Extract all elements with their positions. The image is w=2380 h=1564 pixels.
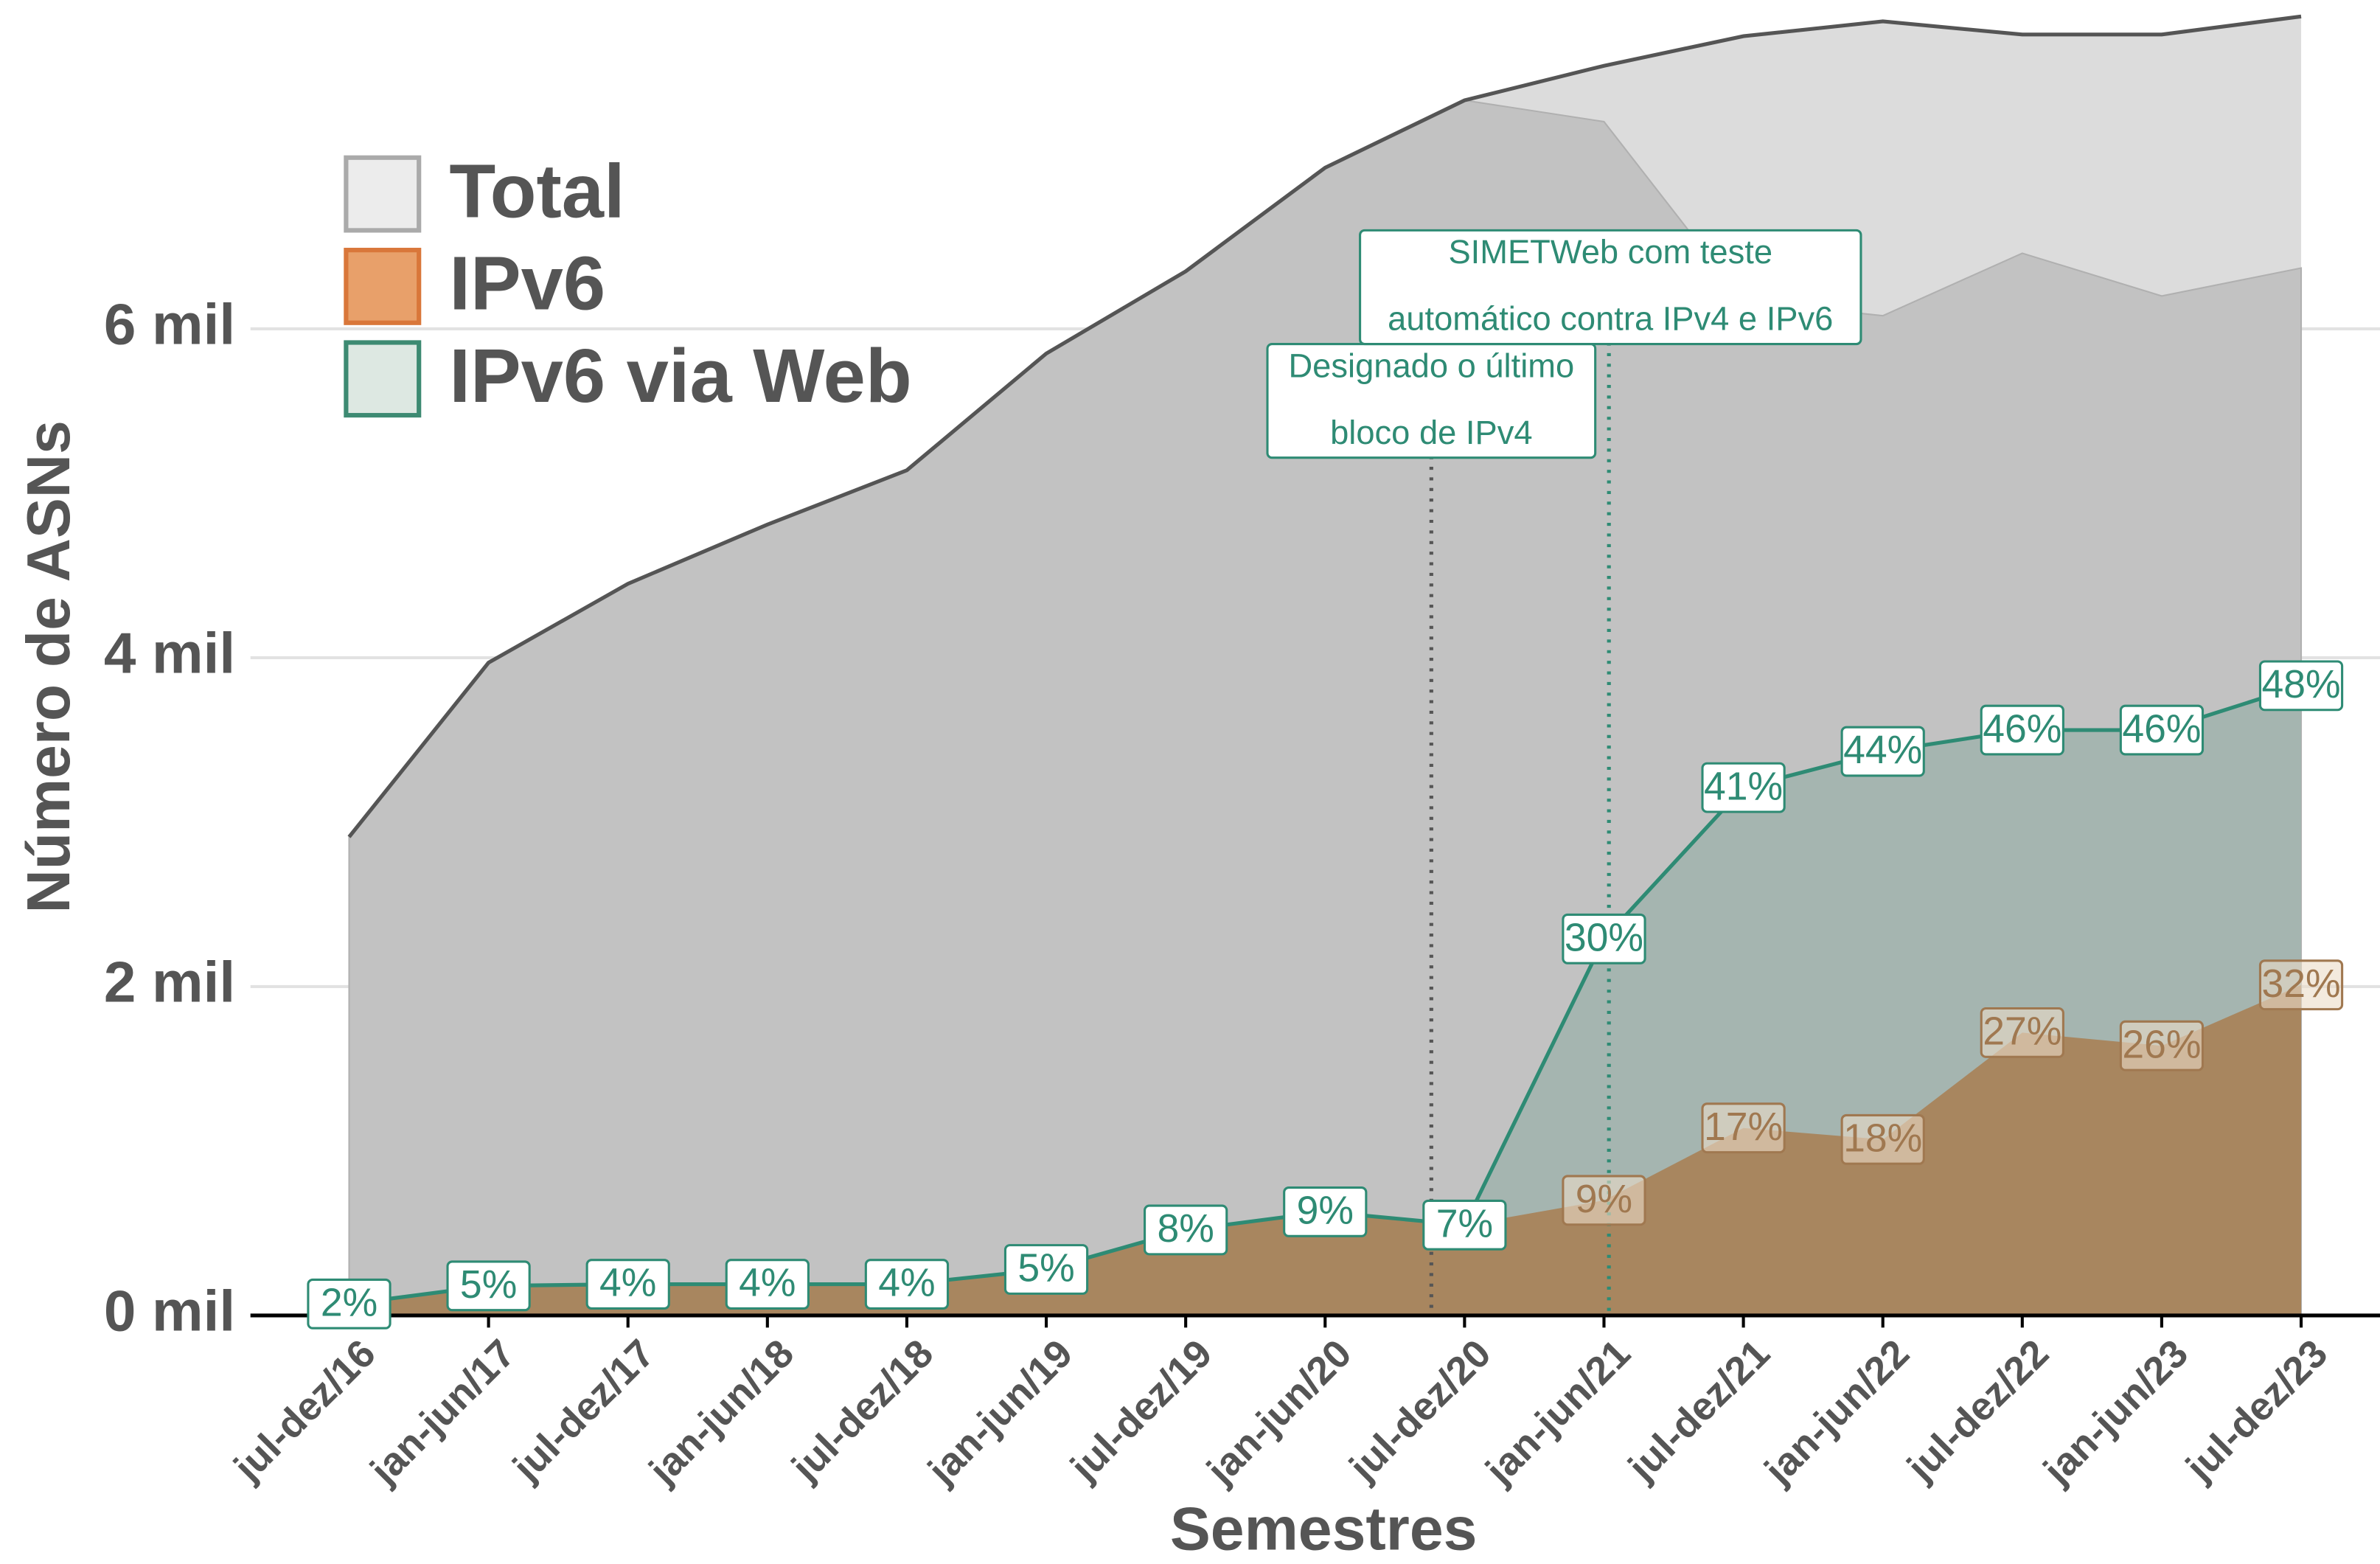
label-box [1562, 913, 1646, 965]
label-box [2258, 959, 2344, 1011]
legend-label: Total [449, 148, 624, 233]
data-label: 32% [2261, 962, 2340, 1006]
legend-swatch [344, 248, 422, 325]
data-label: 5% [460, 1263, 517, 1307]
x-tick-label: jul-dez/17 [504, 1332, 663, 1490]
label-box [585, 1259, 670, 1310]
y-tick-label: 4 mil [104, 621, 235, 686]
label-box [1144, 1204, 1228, 1256]
label-box [1422, 1199, 1507, 1251]
data-label: 4% [739, 1262, 796, 1305]
data-label: 9% [1297, 1189, 1354, 1233]
legend-label: IPv6 via Web [449, 333, 911, 418]
x-tick-label: jul-dez/23 [2177, 1332, 2336, 1490]
data-label: 2% [321, 1282, 377, 1325]
x-tick-label: jul-dez/21 [1620, 1332, 1778, 1490]
label-box [1003, 1244, 1089, 1295]
x-tick-label: jul-dez/22 [1899, 1332, 2057, 1490]
data-label: 8% [1157, 1207, 1214, 1251]
legend-label: IPv6 [449, 241, 605, 326]
data-label: 18% [1843, 1117, 1922, 1161]
x-tick-label: jul-dez/18 [783, 1332, 942, 1490]
x-tick-label: jan-jun/23 [2035, 1332, 2196, 1493]
annotation-text: bloco de IPv4 [1330, 414, 1532, 451]
legend-swatch [344, 340, 422, 418]
y-tick-label: 2 mil [104, 950, 235, 1015]
x-tick-label: jul-dez/16 [226, 1332, 384, 1490]
data-label: 41% [1704, 765, 1783, 808]
area [349, 984, 2302, 1316]
y-tick-label: 0 mil [104, 1279, 235, 1344]
annotation-text: automático contra IPv4 e IPv6 [1388, 300, 1833, 338]
data-label: 44% [1843, 729, 1922, 772]
data-label: 27% [1983, 1010, 2061, 1054]
label-box [864, 1259, 950, 1310]
x-tick-label: jan-jun/17 [362, 1332, 523, 1493]
label-box [1701, 762, 1786, 813]
line [347, 14, 2302, 838]
label-box [2258, 660, 2344, 712]
annotation-text: Designado o último [1288, 347, 1574, 384]
x-tick-label: jan-jun/21 [1478, 1332, 1639, 1493]
data-label: 5% [1017, 1247, 1074, 1290]
x-tick-label: jul-dez/19 [1062, 1332, 1221, 1490]
data-label: 46% [1983, 707, 2061, 751]
label-box [2119, 704, 2205, 756]
data-label: 17% [1704, 1105, 1783, 1149]
y-tick-label: 6 mil [104, 292, 235, 357]
annotation-text: SIMETWeb com teste [1448, 233, 1772, 271]
label-box [2119, 1020, 2205, 1071]
label-box [1980, 1007, 2064, 1058]
label-box [1701, 1102, 1786, 1154]
legend-swatch [344, 155, 422, 233]
data-label: 7% [1436, 1203, 1493, 1246]
data-label: 48% [2261, 663, 2340, 706]
label-box [725, 1259, 810, 1310]
data-label: 4% [878, 1262, 935, 1305]
label-box [1840, 1113, 1925, 1165]
data-label: 9% [1576, 1178, 1632, 1221]
x-tick-label: jan-jun/18 [641, 1332, 802, 1493]
label-box [1980, 704, 2064, 756]
label-box [446, 1260, 531, 1312]
data-label: 30% [1565, 916, 1643, 959]
label-box [1840, 726, 1925, 777]
y-axis-label: Número de ASNs [15, 420, 83, 913]
data-label: 26% [2122, 1023, 2201, 1066]
annotation-box [1359, 229, 1862, 346]
data-label: 4% [599, 1262, 656, 1305]
x-tick-label: jan-jun/19 [919, 1332, 1081, 1493]
x-tick-label: jul-dez/20 [1341, 1332, 1500, 1490]
x-tick-label: jan-jun/20 [1198, 1332, 1360, 1493]
label-box [1562, 1175, 1646, 1226]
x-axis-label: Semestres [1170, 1496, 1478, 1563]
x-tick-label: jan-jun/22 [1756, 1332, 1918, 1493]
label-box [307, 1278, 392, 1330]
data-label: 46% [2122, 707, 2201, 751]
label-box [1283, 1186, 1368, 1237]
